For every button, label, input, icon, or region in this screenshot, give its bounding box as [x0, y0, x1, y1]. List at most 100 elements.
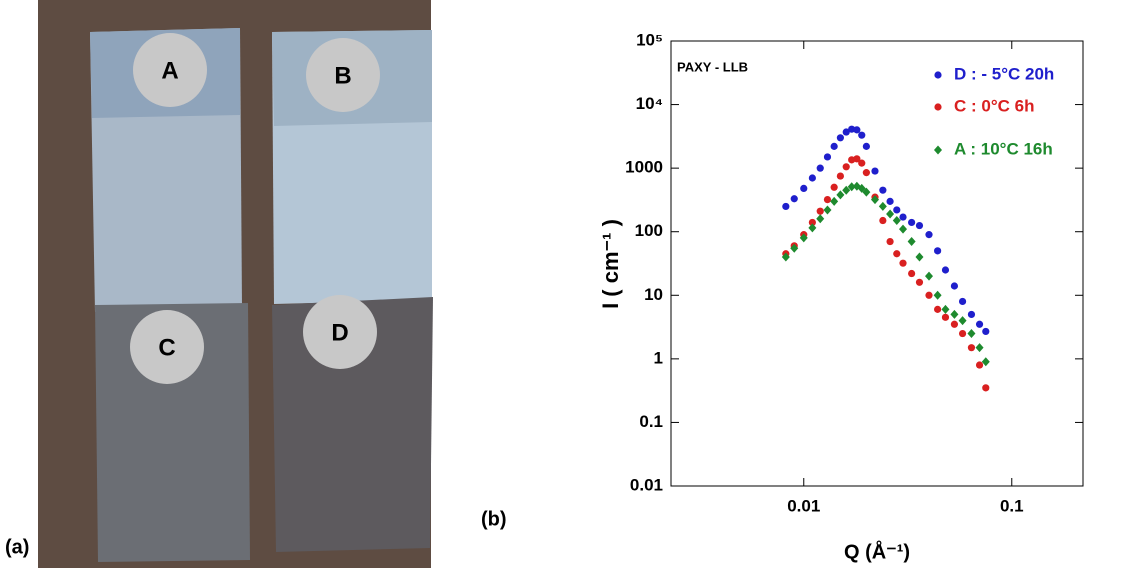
data-point — [892, 216, 901, 226]
label-disc — [133, 33, 207, 107]
legend-label: D : - 5°C 20h — [954, 64, 1054, 83]
data-point — [915, 278, 924, 286]
legend-marker — [934, 71, 942, 79]
data-point — [967, 310, 976, 319]
data-point — [899, 224, 908, 234]
data-point — [950, 282, 959, 290]
data-point — [950, 320, 959, 328]
y-tick-label: 0.01 — [630, 475, 663, 494]
data-point — [853, 126, 861, 134]
data-point — [908, 269, 916, 278]
y-axis-label: I ( cm⁻¹ ) — [598, 219, 623, 309]
panel-label: (a) — [5, 536, 29, 558]
data-point — [830, 196, 839, 206]
data-point — [808, 174, 816, 182]
data-point — [781, 252, 790, 262]
y-tick-label: 0.1 — [639, 412, 663, 431]
data-point — [823, 205, 832, 215]
y-tick-label: 10⁵ — [636, 30, 663, 49]
label-disc — [306, 38, 380, 112]
y-tick-label: 1000 — [625, 158, 663, 177]
data-point — [915, 252, 924, 262]
data-point — [853, 155, 861, 163]
data-point — [862, 142, 870, 150]
legend-label: C : 0°C 6h — [954, 96, 1034, 115]
photo-label: C — [158, 334, 175, 361]
annotation: PAXY - LLB — [677, 59, 748, 74]
data-point — [836, 190, 845, 200]
data-point — [925, 231, 933, 239]
data-point — [870, 195, 879, 205]
data-point — [934, 305, 942, 313]
data-point — [830, 142, 838, 150]
x-axis-label: Q (Å⁻¹) — [844, 539, 910, 563]
label-disc — [303, 295, 377, 369]
photo-label: D — [331, 319, 348, 346]
data-point — [975, 343, 984, 353]
photo: A B C D — [38, 0, 433, 568]
data-point — [842, 163, 850, 171]
data-point — [862, 187, 871, 197]
data-point — [907, 237, 916, 247]
data-point — [982, 327, 990, 336]
data-point — [925, 291, 933, 299]
data-point — [975, 361, 984, 369]
photo-label: B — [334, 62, 351, 89]
data-point — [950, 309, 959, 319]
data-point — [830, 183, 838, 191]
plot-frame — [670, 40, 1084, 487]
data-point — [836, 172, 844, 180]
y-tick-label: 10 — [644, 285, 663, 304]
data-point — [858, 159, 866, 167]
data-point — [893, 206, 901, 214]
data-point — [886, 237, 894, 246]
data-point — [878, 201, 887, 211]
data-point — [934, 247, 942, 255]
data-point — [879, 186, 887, 194]
data-point — [886, 209, 895, 219]
data-point — [879, 216, 887, 225]
data-point — [816, 164, 824, 172]
data-point — [836, 134, 844, 142]
data-point — [862, 169, 870, 177]
data-point — [808, 218, 816, 227]
photo-label: A — [161, 57, 178, 84]
data-point — [799, 233, 808, 243]
x-tick-label: 0.1 — [1000, 496, 1024, 515]
data-point — [886, 197, 894, 205]
data-point — [908, 218, 916, 227]
data-point — [958, 297, 967, 306]
data-point — [842, 185, 851, 195]
data-point — [982, 384, 990, 392]
data-point — [858, 131, 866, 139]
legend-marker — [934, 103, 942, 111]
data-point — [941, 266, 950, 274]
data-point — [941, 304, 950, 314]
data-point — [823, 153, 832, 161]
plate — [95, 303, 250, 562]
data-point — [816, 207, 824, 215]
data-point — [808, 223, 817, 233]
data-point — [816, 214, 825, 224]
data-point — [915, 221, 924, 230]
data-point — [893, 250, 901, 258]
legend-label: A : 10°C 16h — [954, 139, 1053, 158]
data-point — [823, 196, 832, 204]
data-point — [933, 290, 942, 300]
label-disc — [130, 310, 204, 384]
data-point — [941, 313, 950, 321]
plate — [272, 297, 433, 552]
data-point — [924, 271, 933, 281]
data-point — [782, 202, 790, 211]
y-tick-label: 10⁴ — [636, 94, 663, 113]
data-point — [975, 320, 984, 328]
y-tick-label: 100 — [635, 221, 663, 240]
y-tick-label: 1 — [654, 348, 663, 367]
legend-marker — [934, 145, 942, 155]
data-point — [967, 344, 976, 352]
data-point — [790, 243, 799, 253]
panel-label: (b) — [481, 508, 507, 530]
data-point — [899, 259, 907, 267]
data-point — [967, 329, 976, 339]
data-point — [899, 213, 907, 221]
